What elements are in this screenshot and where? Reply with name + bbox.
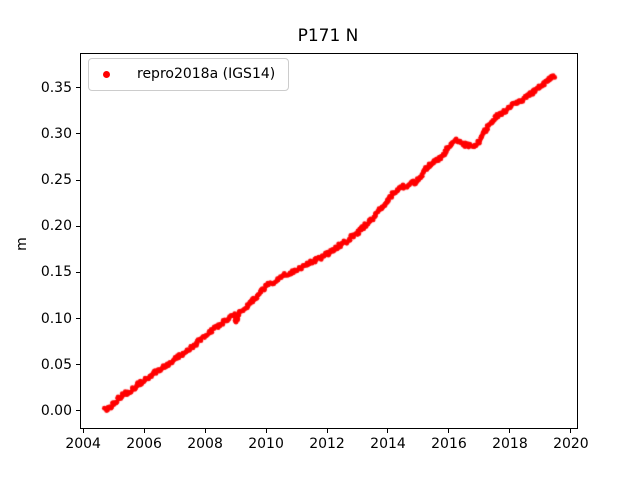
x-tick-mark [387,428,389,433]
x-tick-label: 2004 [65,436,101,452]
plot-area: repro2018a (IGS14) 2004 2006 2008 2010 2012 2… [41,53,589,451]
y-tick-mark [76,318,81,320]
x-tick-label: 2014 [370,436,406,452]
x-tick-mark [448,428,450,433]
x-tick-mark [265,428,267,433]
legend-marker-dot-icon [103,71,110,78]
x-tick-label: 2018 [492,436,528,452]
y-tick-mark [76,225,81,227]
x-tick-label: 2012 [309,436,345,452]
x-tick-label: 2006 [126,436,162,452]
y-tick-mark [76,410,81,412]
y-tick-label: 0.25 [40,172,72,189]
legend: repro2018a (IGS14) [88,58,290,91]
chart-title: P171 N [297,26,359,46]
x-tick-mark [82,428,84,433]
y-tick-label: 0.05 [40,356,72,373]
legend-label: repro2018a (IGS14) [137,66,276,82]
x-tick-label: 2020 [553,436,589,452]
y-tick-mark [76,87,81,89]
y-tick-label: 0.00 [40,402,72,419]
x-tick-mark [326,428,328,433]
scatter-canvas [81,54,577,428]
x-tick-mark [143,428,145,433]
y-axis-label: m [14,237,30,251]
y-tick-mark [76,271,81,273]
x-tick-mark [570,428,572,433]
x-tick-label: 2010 [248,436,284,452]
y-tick-mark [76,133,81,135]
y-tick-label: 0.10 [40,310,72,327]
x-tick-label: 2008 [187,436,223,452]
y-tick-mark [76,179,81,181]
y-tick-label: 0.20 [40,218,72,235]
y-tick-label: 0.35 [40,79,72,96]
y-tick-label: 0.15 [40,264,72,281]
x-tick-mark [204,428,206,433]
x-tick-mark [509,428,511,433]
y-tick-label: 0.30 [40,125,72,142]
y-tick-mark [76,364,81,366]
x-tick-label: 2016 [431,436,467,452]
